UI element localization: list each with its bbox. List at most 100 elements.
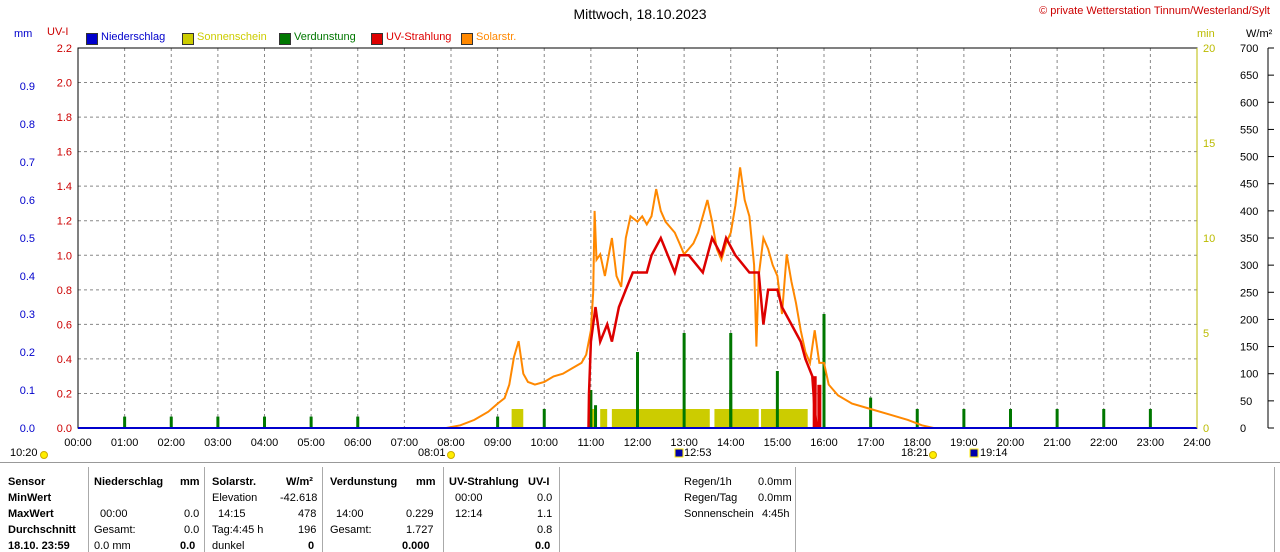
- sun-icon: [40, 451, 48, 459]
- mm-tick-label: 0.6: [20, 195, 35, 207]
- uv-tick-label: 2.0: [57, 78, 72, 90]
- evaporation-bar: [589, 390, 593, 428]
- sunshine-bar: [611, 409, 710, 428]
- solar-elev-label: Elevation: [212, 492, 258, 504]
- mm-tick-label: 0.0: [20, 423, 35, 435]
- uv-spike: [817, 384, 822, 428]
- x-tick-label: 12:00: [624, 437, 652, 449]
- x-tick-label: 19:00: [950, 437, 978, 449]
- data-lines: [446, 167, 934, 429]
- solar-elev: -42.618: [280, 492, 318, 504]
- mm-tick-label: 0.7: [20, 157, 35, 169]
- table-divider: [88, 467, 89, 552]
- annotation-dawn: 08:01: [418, 447, 446, 459]
- mm-tick-label: 0.3: [20, 309, 35, 321]
- copyright: © private Wetterstation Tinnum/Westerlan…: [1039, 5, 1270, 17]
- evaporation-bar: [729, 390, 733, 428]
- sunshine-bar: [511, 409, 524, 428]
- unit-mm: mm: [14, 28, 33, 40]
- evaporation-bar: [729, 333, 733, 428]
- sunshine-bars: [511, 409, 808, 428]
- nieder-current-val: 0.0: [180, 540, 196, 552]
- mm-tick-label: 0.9: [20, 81, 35, 93]
- axes: [77, 47, 1274, 429]
- sunshine-bar: [714, 409, 759, 428]
- evaporation-bar: [775, 371, 779, 428]
- legend-swatch: [86, 33, 98, 45]
- solar-tick-label: 250: [1240, 287, 1258, 299]
- solar-tick-label: 150: [1240, 342, 1258, 354]
- x-tick-label: 06:00: [344, 437, 372, 449]
- evaporation-bar: [1102, 409, 1106, 428]
- solar-tick-label: 50: [1240, 396, 1252, 408]
- solar-noon-icon: [674, 448, 684, 458]
- uv-tick-label: 1.8: [57, 112, 72, 124]
- solar-tick-label: 500: [1240, 152, 1258, 164]
- mm-tick-label: 0.1: [20, 385, 35, 397]
- uv-tick-label: 0.4: [57, 354, 72, 366]
- table-top-line: [0, 462, 1280, 463]
- min-tick-label: 20: [1203, 43, 1215, 55]
- nieder-current: 0.0 mm: [94, 540, 131, 552]
- series-line: [587, 234, 819, 429]
- solar-current: 0: [308, 540, 315, 552]
- sunshine-bar: [761, 409, 808, 428]
- evaporation-bar: [356, 416, 360, 428]
- evaporation-bar: [682, 333, 686, 428]
- rain-day-value: 0.0mm: [758, 492, 792, 504]
- mm-tick-label: 0.8: [20, 119, 35, 131]
- x-tick-label: 18:00: [903, 437, 931, 449]
- unit-min: min: [1197, 28, 1215, 40]
- evaporation-bar: [123, 416, 127, 428]
- evaporation-bar: [216, 416, 220, 428]
- x-tick-label: 08:00: [437, 437, 465, 449]
- evaporation-bar: [263, 416, 266, 428]
- x-tick-label: 01:00: [111, 437, 139, 449]
- x-tick-label: 04:00: [251, 437, 279, 449]
- x-tick-label: 09:00: [484, 437, 512, 449]
- solar-tick-label: 300: [1240, 260, 1258, 272]
- x-tick-label: 02:00: [157, 437, 185, 449]
- min-tick-label: 10: [1203, 233, 1215, 245]
- solar-day: Tag:4:45 h: [212, 524, 264, 536]
- rain-1h-value: 0.0mm: [758, 476, 792, 488]
- solar-tick-label: 700: [1240, 43, 1258, 55]
- x-tick-label: 11:00: [578, 437, 605, 449]
- x-tick-label: 10:00: [530, 437, 558, 449]
- uv-min-time: 00:00: [455, 492, 483, 504]
- evaporation-bar: [594, 405, 598, 428]
- evaporation-bar: [1148, 409, 1152, 428]
- evaporation-bar: [915, 409, 919, 428]
- evaporation-bars: [123, 314, 1152, 428]
- min-tick-label: 0: [1203, 423, 1209, 435]
- nieder-header: Niederschlag: [94, 476, 164, 488]
- annotation-dusk: 18:21: [901, 447, 929, 459]
- x-tick-label: 23:00: [1137, 437, 1165, 449]
- legend-label: Sonnenschein: [197, 31, 267, 43]
- uv-max: 1.1: [537, 508, 553, 520]
- mm-tick-label: 0.2: [20, 347, 35, 359]
- legend-swatch: [371, 33, 383, 45]
- legend-swatch: [461, 33, 473, 45]
- nieder-min: 0.0: [184, 508, 200, 520]
- evaporation-bar: [496, 416, 500, 428]
- solar-tick-label: 400: [1240, 206, 1258, 218]
- uv-spike: [812, 376, 817, 428]
- solar-max-time: 14:15: [218, 508, 246, 520]
- legend-swatch: [279, 33, 291, 45]
- legend-label: Verdunstung: [294, 31, 356, 43]
- solar-unit: W/m²: [286, 476, 313, 488]
- uv-tick-label: 0.2: [57, 388, 72, 400]
- x-tick-label: 24:00: [1183, 437, 1211, 449]
- table-divider: [443, 467, 444, 552]
- uv-max-time: 12:14: [455, 508, 483, 520]
- x-tick-label: 00:00: [64, 437, 92, 449]
- solar-tick-label: 600: [1240, 97, 1258, 109]
- current-label: 18.10. 23:59: [8, 540, 70, 552]
- legend-label: Solarstr.: [476, 31, 517, 43]
- verd-max-time: 14:00: [336, 508, 364, 520]
- solar-tick-label: 100: [1240, 369, 1258, 381]
- x-tick-label: 14:00: [717, 437, 745, 449]
- annotation-sunset: 19:14: [980, 447, 1008, 459]
- mm-tick-label: 0.4: [20, 271, 35, 283]
